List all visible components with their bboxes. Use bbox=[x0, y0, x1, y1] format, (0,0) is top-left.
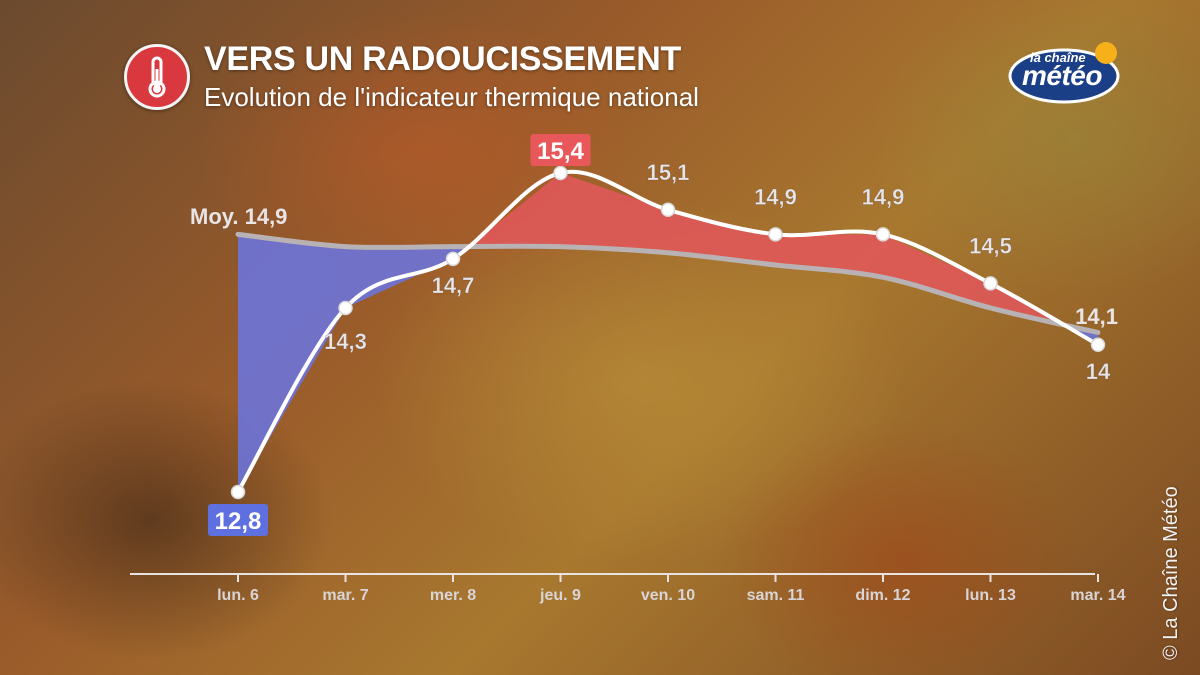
data-point bbox=[983, 276, 998, 291]
average-line bbox=[235, 231, 1101, 335]
chart-title: VERS UN RADOUCISSEMENT bbox=[204, 40, 682, 78]
x-tick-label: lun. 13 bbox=[965, 587, 1016, 604]
data-point bbox=[338, 300, 353, 316]
data-label: 14,9 bbox=[754, 184, 797, 209]
data-point bbox=[1090, 337, 1106, 353]
x-tick-label: ven. 10 bbox=[641, 587, 695, 604]
data-label: 15,1 bbox=[647, 160, 690, 185]
data-point bbox=[230, 484, 246, 500]
data-label: 14,7 bbox=[432, 273, 475, 298]
x-tick-label: dim. 12 bbox=[855, 587, 910, 604]
data-point bbox=[445, 251, 461, 267]
average-label: Moy. 14,9 bbox=[190, 204, 287, 229]
chart-subtitle: Evolution de l'indicateur thermique nati… bbox=[204, 82, 699, 112]
above-average-area bbox=[668, 209, 776, 266]
min-value-badge bbox=[208, 504, 268, 536]
data-label: 14,9 bbox=[862, 184, 905, 209]
data-label: 14,3 bbox=[324, 329, 367, 354]
brand-logo bbox=[1008, 42, 1120, 104]
above-average-area bbox=[560, 173, 668, 253]
max-value-badge bbox=[530, 134, 591, 166]
data-point bbox=[768, 227, 783, 242]
x-tick-label: sam. 11 bbox=[747, 587, 805, 604]
data-label: 12,8 bbox=[215, 508, 262, 535]
x-tick-label: jeu. 9 bbox=[539, 587, 581, 604]
series-line bbox=[236, 169, 1100, 494]
data-label: 15,4 bbox=[537, 138, 584, 165]
x-tick-label: lun. 6 bbox=[217, 587, 259, 604]
data-label: 14,5 bbox=[969, 233, 1012, 258]
brand-name-line1: la chaîne bbox=[1030, 50, 1086, 65]
data-point bbox=[553, 165, 568, 181]
data-point bbox=[660, 202, 676, 218]
x-tick-label: mar. 7 bbox=[322, 587, 368, 604]
thermometer-icon bbox=[124, 44, 190, 110]
above-average-area bbox=[883, 234, 991, 308]
copyright-notice: © La Chaîne Météo bbox=[1160, 486, 1182, 660]
below-average-area bbox=[238, 234, 346, 492]
x-tick-label: mer. 8 bbox=[430, 587, 476, 604]
data-label: 14 bbox=[1086, 359, 1111, 384]
brand-name-line2: météo bbox=[1022, 60, 1102, 91]
data-point bbox=[875, 227, 891, 242]
average-end-label: 14,1 bbox=[1075, 304, 1118, 329]
x-tick-label: mar. 14 bbox=[1070, 587, 1125, 604]
